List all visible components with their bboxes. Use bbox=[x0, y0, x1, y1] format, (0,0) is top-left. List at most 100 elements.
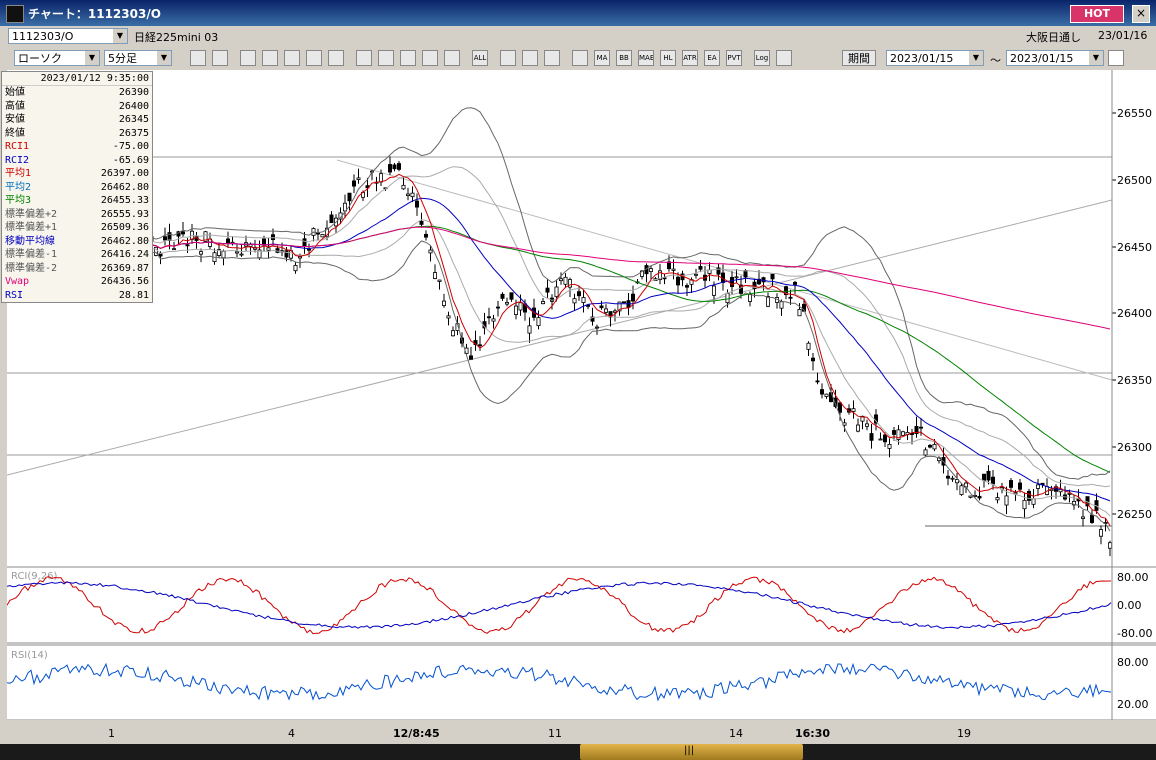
undo-icon[interactable] bbox=[400, 50, 416, 66]
line-icon[interactable] bbox=[306, 50, 322, 66]
chart-svg[interactable]: 26550 26500 26450 26400 26350 26300 26250 RCI(9… bbox=[6, 70, 1156, 721]
candle-body bbox=[396, 163, 401, 170]
rci1-line bbox=[6, 576, 1111, 635]
info-label: 平均1 bbox=[5, 168, 32, 179]
candle-body bbox=[1022, 499, 1027, 510]
candle-body bbox=[477, 344, 482, 347]
info-label: 標準偏差-1 bbox=[5, 249, 58, 260]
download-icon[interactable] bbox=[240, 50, 256, 66]
grid-icon[interactable] bbox=[572, 50, 588, 66]
mae-icon[interactable]: MAE bbox=[638, 50, 654, 66]
zoomout-icon[interactable] bbox=[444, 50, 460, 66]
x-tick-label: 1 bbox=[108, 727, 115, 740]
info-row: RCI1 -75.00 bbox=[2, 140, 152, 154]
chevron-down-icon[interactable]: ▼ bbox=[157, 51, 171, 65]
hot-button[interactable]: HOT bbox=[1070, 5, 1124, 23]
to-date-field[interactable]: 2023/01/15 ▼ bbox=[1006, 50, 1104, 66]
scroll-thumb[interactable]: ||| bbox=[580, 744, 803, 760]
x-tick-label: 4 bbox=[288, 727, 295, 740]
from-date-field[interactable]: 2023/01/15 ▼ bbox=[886, 50, 984, 66]
log-icon[interactable]: Log bbox=[754, 50, 770, 66]
price-axis-label: 26300 bbox=[1117, 441, 1152, 454]
candle-body bbox=[716, 267, 721, 275]
x-tick-label: 11 bbox=[548, 727, 562, 740]
candle-body bbox=[595, 326, 600, 329]
candle-body bbox=[153, 246, 158, 256]
chart-type-select[interactable]: ローソク ▼ bbox=[14, 50, 100, 66]
chevron-down-icon[interactable]: ▼ bbox=[85, 51, 99, 65]
zoom-icon[interactable] bbox=[262, 50, 278, 66]
period-button[interactable]: 期間 bbox=[842, 50, 876, 66]
chevron-down-icon[interactable]: ▼ bbox=[113, 29, 127, 43]
ma-icon[interactable]: MA bbox=[594, 50, 610, 66]
from-date-value: 2023/01/15 bbox=[890, 52, 954, 65]
calendar-icon[interactable]: ▼ bbox=[969, 51, 983, 65]
candle-body bbox=[554, 286, 559, 298]
candle-body bbox=[216, 249, 221, 256]
bb-icon[interactable]: BB bbox=[616, 50, 632, 66]
chart-type-value: ローソク bbox=[18, 52, 62, 65]
atr-icon[interactable]: ATR bbox=[682, 50, 698, 66]
candle-body bbox=[261, 238, 266, 246]
interval-value: 5分足 bbox=[108, 52, 137, 65]
calendar-icon[interactable]: ▼ bbox=[1089, 51, 1103, 65]
info-label: 標準偏差+1 bbox=[5, 222, 58, 233]
info-value: 26400 bbox=[118, 100, 149, 112]
candle-body bbox=[788, 296, 793, 299]
candle-body bbox=[667, 261, 672, 270]
candle-body bbox=[752, 281, 757, 289]
info-row: 標準偏差+1 26509.36 bbox=[2, 221, 152, 235]
info-row: 平均1 26397.00 bbox=[2, 167, 152, 181]
candle-body bbox=[329, 214, 334, 224]
candle-body bbox=[234, 251, 239, 254]
ea-icon[interactable]: EA bbox=[704, 50, 720, 66]
candle-body bbox=[779, 301, 784, 309]
candle-body bbox=[820, 389, 825, 395]
hl-icon[interactable]: HL bbox=[660, 50, 676, 66]
candle-body bbox=[586, 304, 591, 307]
info-datetime: 2023/01/12 9:35:00 bbox=[2, 72, 152, 86]
export-icon[interactable] bbox=[776, 50, 792, 66]
trend-line bbox=[6, 199, 1113, 476]
cursor-icon[interactable] bbox=[378, 50, 394, 66]
info-label: 始値 bbox=[5, 87, 25, 98]
interval-select[interactable]: 5分足 ▼ bbox=[104, 50, 172, 66]
search-icon[interactable] bbox=[190, 50, 206, 66]
candle-body bbox=[1004, 495, 1009, 506]
info-value: 26375 bbox=[118, 127, 149, 139]
bar-icon[interactable] bbox=[284, 50, 300, 66]
bb-lower2-line bbox=[146, 240, 1111, 532]
candle-body bbox=[572, 298, 577, 304]
close-button[interactable]: × bbox=[1132, 5, 1150, 23]
pen-icon[interactable] bbox=[356, 50, 372, 66]
candle-body bbox=[198, 251, 203, 255]
candle-body bbox=[968, 495, 973, 498]
chart-area[interactable]: 26550 26500 26450 26400 26350 26300 26250 RCI(9… bbox=[6, 70, 1156, 721]
candle-body bbox=[743, 270, 748, 278]
candle-body bbox=[486, 316, 491, 319]
candle-body bbox=[757, 278, 762, 285]
candle-body bbox=[523, 303, 528, 313]
zoomin-icon[interactable] bbox=[422, 50, 438, 66]
candle-body bbox=[468, 355, 473, 360]
option-checkbox[interactable] bbox=[1108, 50, 1124, 66]
settings-icon[interactable] bbox=[500, 50, 516, 66]
info-panel: 2023/01/12 9:35:00 始値 26390 高値 26400 安値 26345… bbox=[1, 71, 153, 303]
pie-icon[interactable] bbox=[328, 50, 344, 66]
crosshair-icon[interactable] bbox=[212, 50, 228, 66]
info-label: RCI1 bbox=[5, 141, 30, 152]
scrollbar[interactable]: ||| bbox=[0, 744, 1156, 760]
candle-body bbox=[793, 281, 798, 285]
pvt-icon[interactable]: PVT bbox=[726, 50, 742, 66]
candle-body bbox=[266, 247, 271, 251]
all-icon[interactable]: ALL bbox=[472, 50, 488, 66]
info-value: 26436.56 bbox=[100, 276, 149, 287]
candle-body bbox=[725, 292, 730, 304]
candle-body bbox=[851, 408, 856, 412]
tool-icon[interactable] bbox=[522, 50, 538, 66]
candle-body bbox=[1027, 490, 1032, 501]
candle-body bbox=[946, 475, 951, 479]
color-icon[interactable] bbox=[544, 50, 560, 66]
symbol-select[interactable]: 1112303/O ▼ bbox=[8, 28, 128, 44]
candle-body bbox=[694, 273, 699, 276]
